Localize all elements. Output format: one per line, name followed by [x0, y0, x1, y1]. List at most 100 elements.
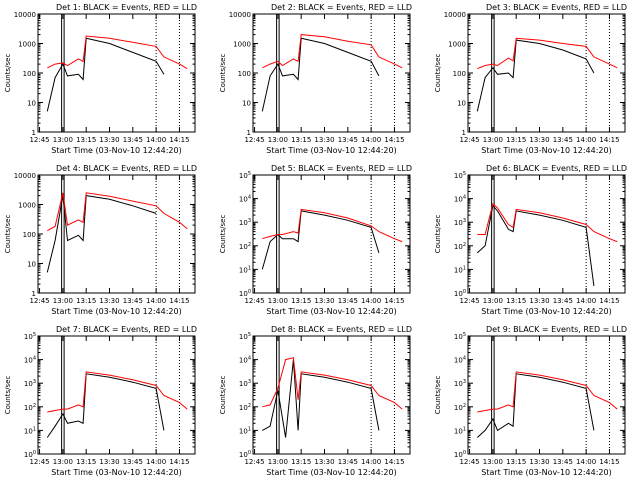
y-tick-label: 102 [239, 242, 251, 251]
x-tick-label: 12:45 [29, 297, 49, 305]
y-tick-label: 104 [454, 356, 466, 365]
y-axis-label: Counts/sec [4, 54, 12, 93]
x-tick-label: 13:45 [123, 458, 143, 466]
x-tick-label: 14:15 [599, 297, 619, 305]
y-axis-label: Counts/sec [434, 215, 442, 254]
x-tick-label: 13:00 [53, 458, 73, 466]
x-tick-label: 13:30 [529, 136, 549, 144]
y-axis-label: Counts/sec [4, 376, 12, 415]
y-tick-label: 100 [239, 289, 251, 298]
y-axis-label: Counts/sec [4, 215, 12, 254]
events-line [46, 195, 157, 273]
x-tick-label: 13:00 [483, 458, 503, 466]
y-tick-label: 100 [453, 70, 466, 78]
chart-title: Det 5: BLACK = Events, RED = LLD [271, 164, 412, 173]
chart-title: Det 8: BLACK = Events, RED = LLD [271, 325, 412, 334]
x-tick-label: 13:15 [76, 297, 96, 305]
chart-title: Det 7: BLACK = Events, RED = LLD [56, 325, 197, 334]
x-tick-label: 13:30 [314, 136, 334, 144]
events-line [476, 204, 595, 286]
x-axis-label: Start Time (03-Nov-10 12:44:20) [481, 146, 611, 155]
x-tick-label: 13:15 [291, 136, 311, 144]
y-tick-label: 1000 [18, 202, 36, 210]
y-tick-label: 10 [27, 100, 36, 108]
x-tick-label: 13:15 [291, 458, 311, 466]
x-tick-label: 13:00 [483, 297, 503, 305]
x-tick-label: 13:30 [99, 297, 119, 305]
chart-panel: Det 9: BLACK = Events, RED = LLD Counts/s… [434, 325, 627, 477]
chart-title: Det 1: BLACK = Events, RED = LLD [56, 3, 197, 12]
x-tick-label: 13:45 [338, 458, 358, 466]
x-tick-label: 13:30 [314, 297, 334, 305]
y-tick-label: 10000 [14, 172, 36, 180]
x-tick-label: 14:00 [146, 297, 166, 305]
x-tick-label: 13:15 [506, 458, 526, 466]
events-line [46, 37, 165, 112]
y-tick-label: 102 [454, 403, 466, 412]
y-axis-label: Counts/sec [434, 376, 442, 415]
y-tick-label: 100 [24, 450, 36, 459]
x-tick-label: 13:15 [76, 136, 96, 144]
plot-frame [467, 174, 626, 294]
lld-line [477, 371, 618, 413]
chart-title: Det 2: BLACK = Events, RED = LLD [271, 3, 412, 12]
events-line [476, 39, 595, 112]
x-tick-label: 13:45 [123, 136, 143, 144]
y-tick-label: 10000 [229, 11, 251, 19]
x-axis-label: Start Time (03-Nov-10 12:44:20) [266, 468, 396, 477]
y-tick-label: 103 [239, 379, 251, 388]
y-tick-label: 101 [239, 426, 251, 435]
x-tick-label: 13:15 [291, 297, 311, 305]
x-tick-label: 14:15 [599, 136, 619, 144]
x-tick-label: 12:45 [459, 297, 479, 305]
x-tick-label: 14:00 [576, 297, 596, 305]
x-tick-label: 13:00 [53, 136, 73, 144]
events-line [262, 359, 380, 438]
chart-panel: Det 2: BLACK = Events, RED = LLD Counts/s… [219, 3, 412, 155]
y-axis-label: Counts/sec [219, 54, 227, 93]
x-tick-label: 13:30 [99, 458, 119, 466]
y-tick-label: 10000 [444, 11, 466, 19]
y-tick-label: 10 [457, 100, 466, 108]
x-tick-label: 13:00 [268, 297, 288, 305]
y-tick-label: 10 [242, 100, 251, 108]
lld-line [262, 34, 403, 69]
x-tick-label: 13:00 [268, 136, 288, 144]
x-tick-label: 13:30 [529, 458, 549, 466]
x-tick-label: 13:00 [268, 458, 288, 466]
y-tick-label: 1 [462, 129, 466, 137]
x-tick-label: 14:00 [146, 458, 166, 466]
x-tick-label: 14:15 [169, 136, 189, 144]
events-line [261, 210, 380, 270]
y-tick-label: 100 [454, 289, 466, 298]
y-tick-label: 102 [239, 403, 251, 412]
y-tick-label: 100 [23, 70, 36, 78]
y-tick-label: 100 [239, 450, 251, 459]
x-tick-label: 13:45 [553, 297, 573, 305]
x-axis-label: Start Time (03-Nov-10 12:44:20) [266, 307, 396, 316]
x-tick-label: 14:15 [169, 458, 189, 466]
y-tick-label: 1 [32, 129, 36, 137]
x-tick-label: 14:00 [361, 136, 381, 144]
lld-line [47, 192, 188, 232]
x-axis-label: Start Time (03-Nov-10 12:44:20) [51, 307, 181, 316]
x-tick-label: 14:00 [576, 136, 596, 144]
x-tick-label: 14:00 [361, 297, 381, 305]
y-tick-label: 100 [454, 450, 466, 459]
plot-frame [252, 174, 411, 294]
y-tick-label: 101 [454, 265, 466, 274]
y-axis-label: Counts/sec [219, 376, 227, 415]
chart-panel: Det 5: BLACK = Events, RED = LLD Counts/s… [219, 164, 412, 316]
x-tick-label: 13:15 [506, 297, 526, 305]
x-tick-label: 12:45 [244, 136, 264, 144]
events-line [46, 373, 165, 438]
x-tick-label: 13:00 [53, 297, 73, 305]
y-tick-label: 105 [454, 332, 466, 341]
y-tick-label: 1000 [18, 41, 36, 49]
lld-line [262, 208, 403, 243]
x-tick-label: 14:15 [384, 458, 404, 466]
y-tick-label: 10000 [14, 11, 36, 19]
x-tick-label: 12:45 [29, 136, 49, 144]
y-tick-label: 1000 [448, 41, 466, 49]
y-tick-label: 101 [454, 426, 466, 435]
